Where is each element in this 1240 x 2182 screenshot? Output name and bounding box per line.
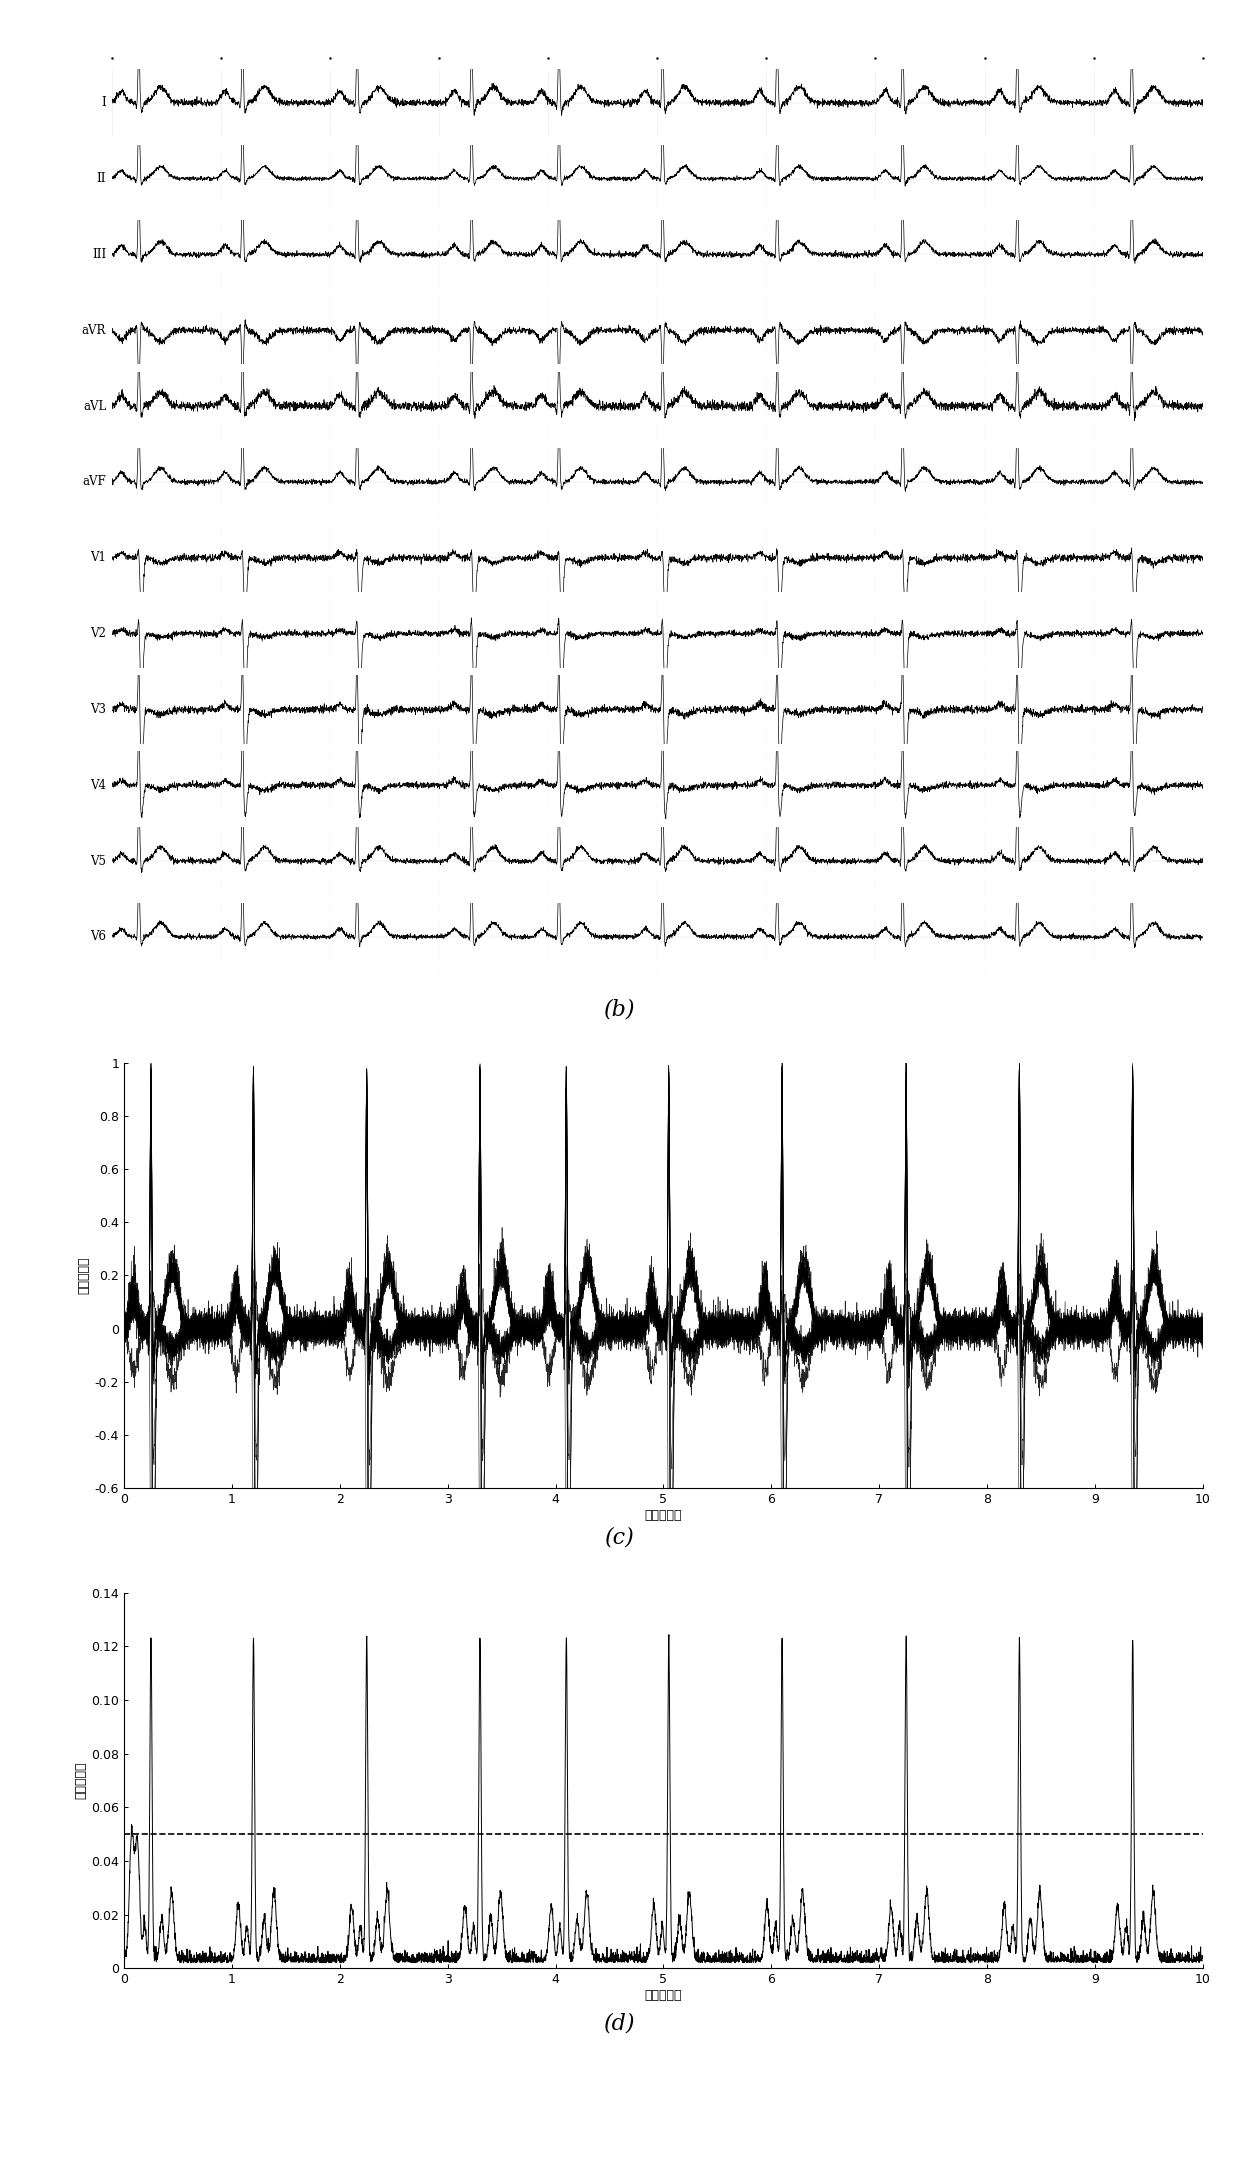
Text: V5: V5 <box>91 855 107 868</box>
Text: V4: V4 <box>91 779 107 792</box>
Y-axis label: 归一化幅度: 归一化幅度 <box>78 1257 91 1294</box>
Text: aVF: aVF <box>82 476 107 489</box>
Text: V3: V3 <box>91 703 107 716</box>
Text: I: I <box>102 96 107 109</box>
Text: V2: V2 <box>91 626 107 639</box>
X-axis label: 时间（秒）: 时间（秒） <box>645 1508 682 1521</box>
X-axis label: 时间（秒）: 时间（秒） <box>645 1988 682 2001</box>
Text: aVL: aVL <box>83 399 107 412</box>
Text: III: III <box>92 249 107 262</box>
Text: (b): (b) <box>604 997 636 1021</box>
Text: II: II <box>97 172 107 185</box>
Text: V6: V6 <box>91 930 107 943</box>
Text: (c): (c) <box>605 1525 635 1549</box>
Text: aVR: aVR <box>82 323 107 336</box>
Text: V1: V1 <box>91 552 107 565</box>
Y-axis label: 归一化幅度: 归一化幅度 <box>74 1761 87 1800</box>
Text: (d): (d) <box>604 2012 636 2036</box>
